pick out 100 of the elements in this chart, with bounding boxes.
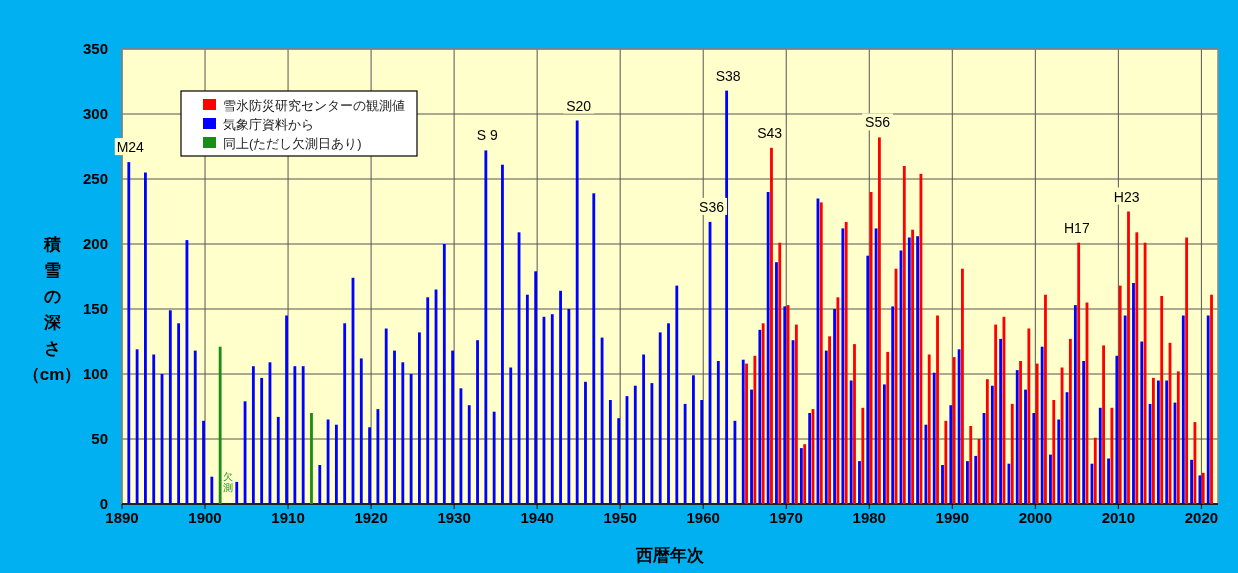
bar — [683, 403, 687, 504]
x-tick-label: 1960 — [686, 509, 720, 526]
bar — [534, 271, 538, 504]
bar — [1185, 237, 1189, 504]
bar — [1123, 315, 1127, 504]
x-axis-title: 西暦年次 — [635, 546, 705, 565]
bar — [193, 350, 197, 504]
bar — [1110, 407, 1114, 504]
bar — [700, 400, 704, 504]
bar — [1027, 328, 1031, 504]
legend-label: 気象庁資料から — [223, 117, 314, 132]
bar — [1052, 400, 1056, 504]
bar — [1035, 363, 1039, 504]
bar — [1044, 294, 1047, 504]
bar — [916, 236, 920, 504]
bar — [1057, 419, 1061, 504]
bar — [844, 221, 848, 504]
bar — [990, 385, 994, 504]
bar — [559, 290, 562, 504]
legend-label: 同上(ただし欠測日あり) — [223, 136, 362, 151]
bar — [567, 309, 571, 504]
bar — [1107, 458, 1110, 504]
bar — [1082, 361, 1086, 504]
bar — [949, 405, 953, 504]
bar — [932, 372, 936, 504]
bar — [642, 354, 646, 504]
bar — [985, 379, 989, 504]
bar — [152, 354, 156, 504]
bar — [1115, 355, 1119, 504]
y-tick-label: 350 — [82, 40, 108, 57]
bar — [808, 413, 812, 504]
bar — [692, 375, 695, 504]
annotation: H17 — [1064, 219, 1090, 236]
bar — [168, 310, 172, 504]
y-tick-label: 250 — [82, 170, 108, 187]
bar — [442, 244, 446, 504]
bar — [902, 166, 906, 504]
bar — [869, 192, 873, 504]
bar — [144, 172, 147, 504]
bar — [218, 346, 222, 504]
bar — [944, 420, 948, 504]
bar — [1176, 371, 1180, 504]
bar — [974, 455, 978, 504]
bar — [725, 90, 729, 504]
bar — [924, 424, 928, 504]
x-tick-label: 1900 — [188, 509, 222, 526]
bar — [1040, 346, 1044, 504]
bar — [235, 481, 239, 504]
bar — [293, 366, 297, 504]
bar — [952, 357, 956, 504]
bar — [753, 355, 757, 504]
bar — [310, 413, 313, 504]
bar — [716, 361, 720, 504]
bar — [1135, 232, 1139, 504]
bar — [318, 465, 322, 504]
bar — [1181, 315, 1185, 504]
bar — [999, 338, 1003, 504]
bar — [376, 409, 380, 504]
bar — [1140, 341, 1144, 504]
bar — [285, 315, 288, 504]
x-tick-label: 1980 — [852, 509, 886, 526]
annotation: S20 — [566, 97, 592, 114]
bar — [509, 367, 513, 504]
bar — [1160, 296, 1164, 504]
bar — [592, 193, 596, 504]
bar — [745, 363, 748, 504]
bar — [824, 350, 828, 504]
y-tick-label: 200 — [82, 235, 108, 252]
x-tick-label: 2000 — [1018, 509, 1053, 526]
bar — [969, 426, 973, 504]
bar — [177, 323, 181, 504]
bar — [1019, 361, 1022, 504]
bar — [794, 324, 798, 504]
bar — [359, 358, 363, 504]
bar — [927, 354, 931, 504]
bar — [650, 383, 654, 504]
bar — [617, 418, 621, 504]
bar — [758, 329, 762, 504]
bar — [849, 380, 853, 504]
bar — [667, 323, 670, 504]
y-tick-label: 100 — [82, 365, 108, 382]
bar — [1165, 380, 1169, 504]
bar — [741, 359, 745, 504]
bar — [127, 162, 131, 504]
bar — [853, 344, 856, 504]
bar — [907, 237, 911, 504]
y-tick-label: 50 — [91, 430, 108, 447]
bar — [501, 164, 504, 504]
bar — [1024, 389, 1027, 504]
bar — [426, 297, 430, 504]
legend-label: 雪氷防災研究センターの観測値 — [223, 98, 405, 113]
y-tick-label: 150 — [82, 300, 108, 317]
bar — [251, 366, 255, 504]
bar — [750, 389, 753, 504]
bar — [886, 351, 890, 504]
bar — [1190, 459, 1193, 504]
bar — [858, 461, 861, 504]
x-tick-label: 1940 — [520, 509, 554, 526]
bar — [1077, 242, 1081, 504]
bar — [994, 324, 998, 504]
